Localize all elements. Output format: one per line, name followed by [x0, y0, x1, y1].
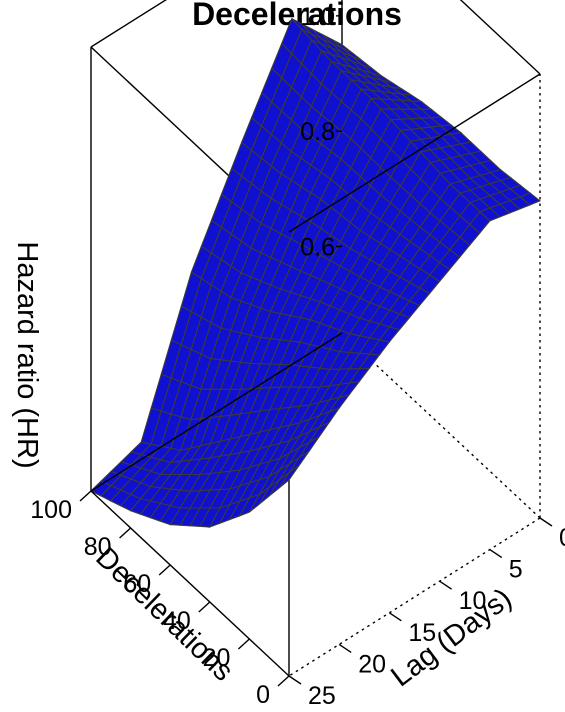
x-tick-mark — [119, 527, 132, 539]
y-tick-label: 5 — [509, 556, 523, 584]
box-edge — [90, 0, 167, 48]
x-tick-label: 80 — [84, 533, 112, 561]
y-tick-mark — [389, 612, 402, 622]
y-tick-label: 25 — [308, 682, 336, 710]
x-tick-mark — [198, 601, 211, 613]
x-tick-label: 20 — [203, 644, 231, 672]
surface-facet — [331, 39, 353, 53]
x-tick-mark — [277, 675, 290, 687]
x-tick-label: 60 — [123, 570, 151, 598]
x-tick-mark — [237, 638, 250, 650]
z-tick-label: 0.8 — [300, 118, 335, 146]
z-tick-label: 0.6 — [300, 234, 335, 262]
y-tick-mark — [338, 643, 352, 653]
x-tick-label: 100 — [30, 496, 72, 524]
y-tick-mark — [539, 517, 553, 527]
y-axis-label: Lag (Days) — [385, 582, 518, 693]
y-tick-mark — [489, 549, 503, 559]
box-edge — [90, 332, 343, 492]
y-tick-label: 20 — [358, 650, 386, 678]
x-axis-label: Decelerations — [89, 541, 239, 687]
y-tick-mark — [288, 675, 302, 685]
surface — [90, 17, 542, 529]
x-tick-mark — [158, 564, 171, 576]
box-edge — [288, 73, 541, 233]
box-edge — [90, 490, 290, 677]
z-tick-label: 1.0 — [300, 3, 335, 31]
x-tick-label: 0 — [256, 681, 270, 709]
y-tick-label: 10 — [459, 587, 487, 615]
x-tick-label: 40 — [163, 607, 191, 635]
axis-ticks: 02040608010005101520250.60.81.01.2 — [30, 3, 565, 710]
front-box-edges — [90, 0, 541, 677]
y-tick-label: 0 — [559, 524, 565, 552]
y-tick-label: 15 — [408, 619, 436, 647]
box-edge-hidden — [288, 517, 541, 677]
box-edge — [459, 0, 541, 75]
y-tick-mark — [439, 580, 452, 590]
z-axis-label: Hazard ratio (HR) — [11, 241, 43, 468]
x-tick-mark — [79, 490, 92, 502]
